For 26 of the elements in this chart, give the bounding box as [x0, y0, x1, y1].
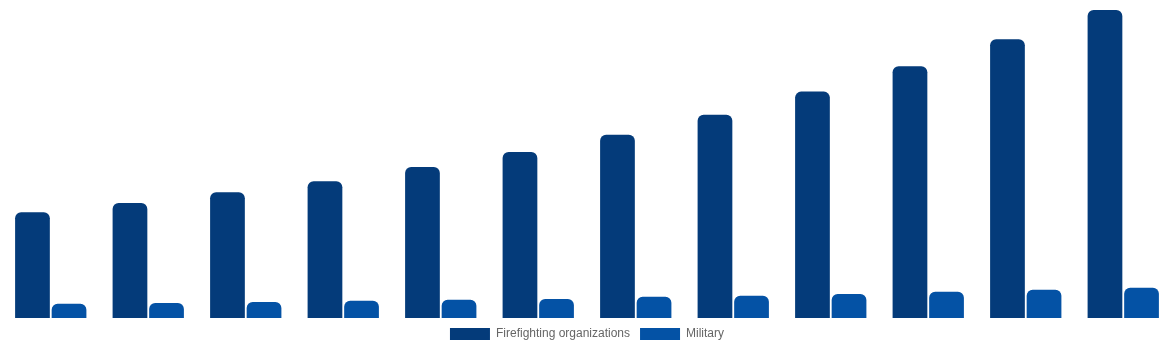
bar	[697, 114, 733, 318]
bar	[636, 296, 672, 318]
legend-label: Military	[686, 326, 725, 341]
bar	[831, 293, 867, 318]
bar	[15, 212, 50, 318]
bar	[795, 91, 830, 318]
bar	[990, 39, 1025, 318]
bar	[1087, 10, 1123, 318]
bar	[344, 300, 379, 318]
bar	[892, 66, 928, 318]
bar	[441, 299, 477, 318]
bar	[246, 301, 282, 318]
bar	[112, 203, 148, 318]
bar	[1026, 289, 1062, 318]
bar	[600, 134, 635, 318]
bar	[929, 291, 964, 318]
bar	[51, 303, 87, 318]
bar	[1124, 287, 1159, 318]
bar	[734, 295, 769, 318]
bar	[307, 181, 343, 318]
legend-label: Firefighting organizations	[495, 326, 631, 341]
bar	[210, 192, 245, 318]
bar	[502, 151, 538, 318]
bar	[405, 167, 440, 318]
bar	[149, 302, 184, 318]
bar	[539, 298, 574, 318]
